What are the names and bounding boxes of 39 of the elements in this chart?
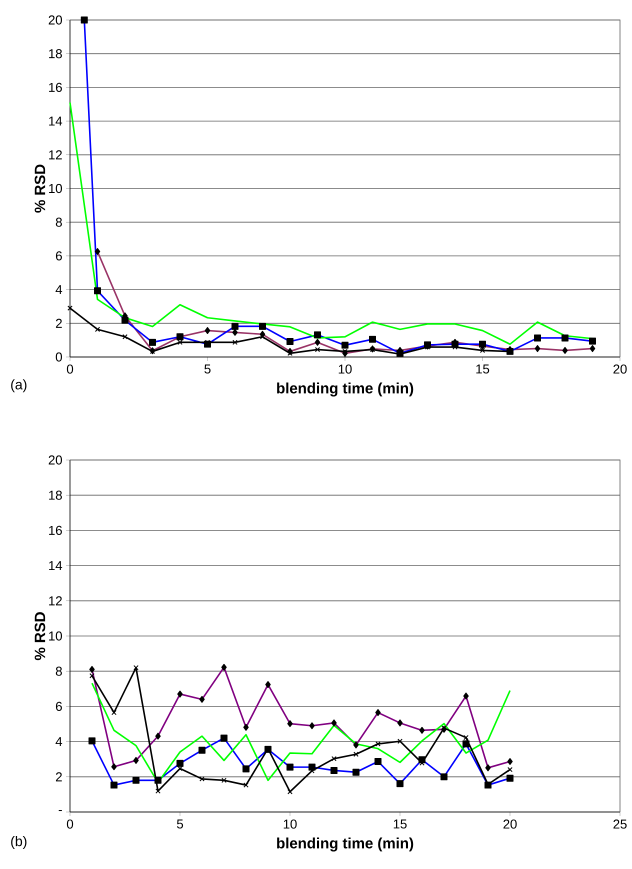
x-tick-label: 0 bbox=[66, 364, 74, 374]
y-tick-label: 4 bbox=[56, 737, 62, 746]
x-tick-label: 10 bbox=[338, 364, 352, 374]
text: (a) bbox=[11, 379, 26, 392]
y-tick-label: 12 bbox=[49, 596, 62, 606]
y-tick-label: 2 bbox=[56, 772, 62, 782]
y-tick-label: 6 bbox=[56, 702, 62, 711]
x-tick-label: 20 bbox=[503, 820, 517, 829]
y-tick-label: 18 bbox=[49, 490, 62, 500]
text: (b) bbox=[11, 836, 26, 849]
y-tick-label: 16 bbox=[49, 82, 62, 92]
x-tick-label: 5 bbox=[204, 364, 211, 374]
y-axis-title: % RSD bbox=[34, 164, 46, 213]
y-tick-label: 16 bbox=[49, 526, 62, 535]
y-tick-label: 6 bbox=[56, 251, 62, 260]
y-tick-label: 8 bbox=[56, 218, 62, 227]
y-tick-label: 18 bbox=[49, 49, 62, 58]
y-tick-label: - bbox=[58, 810, 62, 812]
y-tick-label: 14 bbox=[49, 116, 62, 126]
x-tick-label: 25 bbox=[613, 820, 627, 829]
y-axis-title: % RSD bbox=[34, 612, 46, 660]
y-tick-label: 14 bbox=[49, 561, 62, 570]
x-tick-label: 15 bbox=[394, 820, 407, 829]
y-tick-label: 2 bbox=[56, 318, 62, 328]
x-tick-label: 20 bbox=[613, 364, 627, 374]
y-tick-label: 8 bbox=[56, 666, 62, 676]
y-tick-label: 20 bbox=[48, 15, 62, 25]
y-tick-label: 0 bbox=[56, 352, 62, 362]
x-tick-label: 0 bbox=[66, 820, 74, 829]
x-axis-title: blending time (min) bbox=[277, 838, 414, 852]
y-tick-label: 10 bbox=[49, 184, 62, 194]
x-axis-title: blending time (min) bbox=[277, 382, 414, 396]
y-tick-label: 4 bbox=[56, 285, 62, 294]
x-tick-label: 5 bbox=[176, 820, 184, 829]
x-tick-label: 10 bbox=[284, 820, 297, 829]
x-tick-label: 15 bbox=[476, 364, 490, 374]
y-tick-label: 10 bbox=[49, 631, 62, 641]
y-tick-label: 20 bbox=[48, 455, 62, 465]
y-tick-label: 12 bbox=[49, 150, 62, 160]
